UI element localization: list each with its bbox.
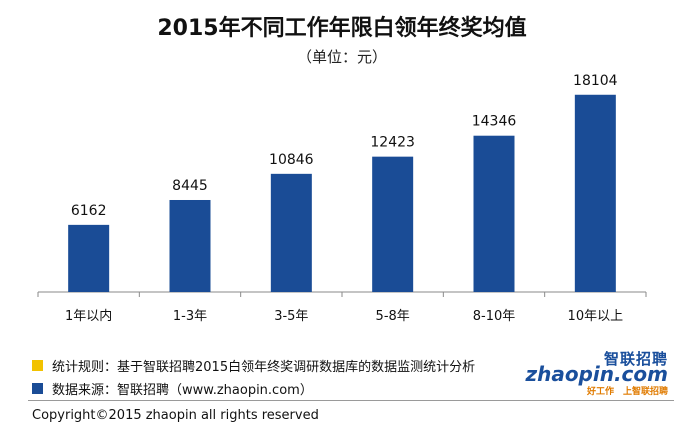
bar-3 (372, 156, 414, 292)
zhaopin-logo: 智联招聘 zhaopin.com 好工作 上智联招聘 (525, 348, 668, 397)
bar-chart: 6162 1年以内 8445 1-3年 10846 3-5年 12423 5-8年 14346 8… (37, 73, 647, 324)
bar-2 (270, 173, 312, 292)
logo-chinese-text: 智联招聘 (603, 350, 668, 368)
bar-value-label-0: 6162 (71, 203, 107, 219)
footer-divider (28, 400, 674, 401)
copyright-text: Copyright©2015 zhaopin all rights reserv… (32, 408, 319, 423)
note-data-source-text: 数据来源：智联招聘（www.zhaopin.com） (52, 383, 313, 398)
x-tick-label-0: 1年以内 (65, 308, 112, 324)
x-tick-label-3: 5-8年 (376, 309, 410, 324)
note-statistics-rule: 统计规则：基于智联招聘2015白领年终奖调研数据库的数据监测统计分析 (32, 356, 475, 375)
bar-value-label-3: 12423 (370, 135, 415, 151)
logo-english-text: zhaopin.com (525, 362, 668, 386)
blue-square-icon (32, 383, 43, 394)
x-tick-label-1: 1-3年 (173, 309, 207, 324)
note-statistics-rule-text: 统计规则：基于智联招聘2015白领年终奖调研数据库的数据监测统计分析 (52, 360, 476, 375)
bar-4 (473, 135, 515, 292)
bar-0 (68, 224, 110, 292)
yellow-square-icon (32, 360, 43, 371)
chart-subtitle: （单位：元） (296, 48, 387, 66)
bar-1 (169, 199, 211, 292)
logo-tagline: 好工作 上智联招聘 (586, 387, 668, 397)
bar-value-label-4: 14346 (472, 114, 517, 130)
bar-value-label-1: 8445 (172, 178, 208, 194)
note-data-source: 数据来源：智联招聘（www.zhaopin.com） (32, 379, 313, 398)
x-tick-label-4: 8-10年 (473, 309, 516, 324)
bar-5 (574, 94, 616, 292)
chart-title: 2015年不同工作年限白领年终奖均值 (157, 16, 527, 41)
x-tick-label-5: 10年以上 (568, 309, 624, 324)
bar-value-label-5: 18104 (573, 73, 618, 89)
bar-value-label-2: 10846 (269, 152, 314, 168)
x-tick-label-2: 3-5年 (274, 309, 308, 324)
